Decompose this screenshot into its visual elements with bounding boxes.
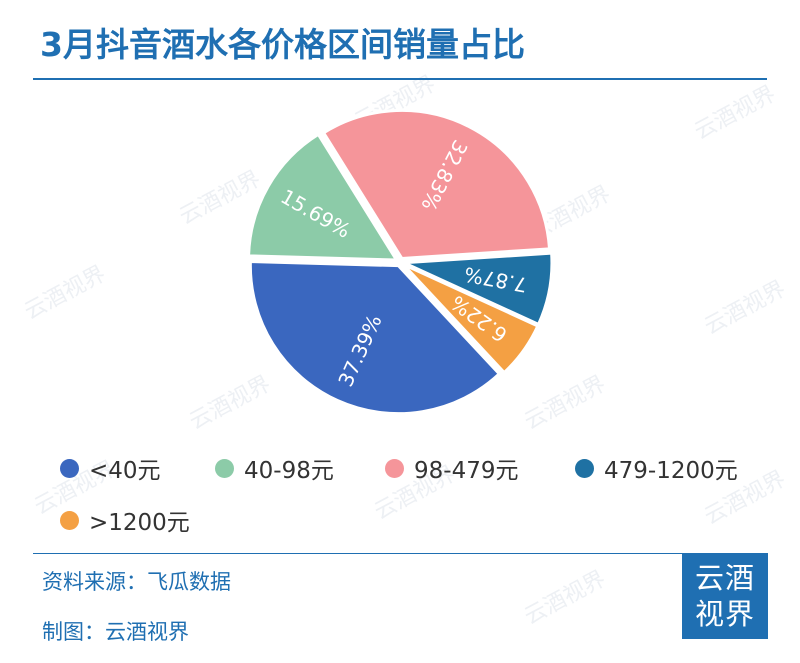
legend-item: 479-1200元	[575, 451, 738, 485]
pie-slice	[402, 262, 540, 375]
data-source: 资料来源：飞瓜数据	[42, 570, 231, 594]
legend-label: <40元	[89, 458, 161, 484]
legend-label: 40-98元	[244, 458, 334, 484]
brand-logo: 云酒 视界	[682, 553, 768, 639]
legend-swatch	[60, 458, 79, 478]
legend-item: >1200元	[60, 503, 190, 537]
chart-title: 3月抖音酒水各价格区间销量占比	[40, 25, 525, 64]
logo-line-2: 视界	[694, 597, 755, 631]
legend-swatch	[215, 458, 234, 478]
pie-slice	[248, 259, 502, 416]
pie-chart: 37.39%15.69% 32.83%7.87%6.22%	[247, 108, 554, 416]
legend-label: >1200元	[89, 510, 190, 536]
legend-swatch	[385, 458, 404, 478]
legend-item: <40元	[60, 451, 161, 485]
legend-item: 40-98元	[215, 451, 334, 485]
chart-credit: 制图：云酒视界	[42, 620, 189, 644]
legend-item: 98-479元	[385, 451, 518, 485]
legend-swatch	[60, 510, 79, 530]
pie-slice	[247, 132, 400, 262]
logo-line-1: 云酒	[694, 561, 755, 595]
footer-divider	[33, 553, 767, 554]
legend-swatch	[575, 458, 594, 478]
pie-slice	[403, 251, 554, 327]
legend-label: 479-1200元	[604, 458, 738, 484]
title-divider	[33, 78, 767, 80]
legend-label: 98-479元	[414, 458, 519, 484]
pie-slice	[321, 108, 552, 260]
watermark: 云酒视界	[520, 566, 610, 630]
